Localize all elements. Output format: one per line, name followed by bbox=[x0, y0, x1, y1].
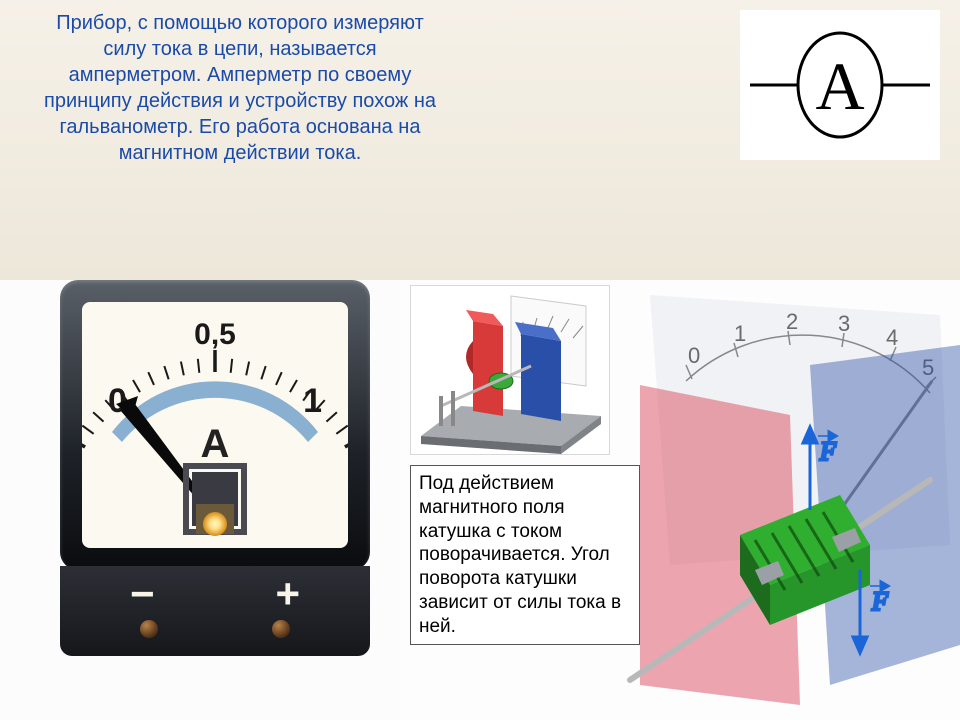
ammeter-case: 0 0,5 1 A bbox=[60, 280, 370, 570]
ammeter-base: − + bbox=[60, 566, 370, 656]
ammeter-unit: A bbox=[201, 422, 230, 466]
ammeter-dial-svg: 0 0,5 1 A bbox=[82, 302, 348, 548]
intro-text: Прибор, с помощью которого измеряют силу… bbox=[40, 10, 440, 166]
svg-text:0: 0 bbox=[688, 343, 700, 368]
mechanism-panel: Под действием магнитного поля катушка с … bbox=[400, 280, 960, 720]
terminal-neg-knob bbox=[140, 620, 158, 638]
svg-text:3: 3 bbox=[838, 311, 850, 336]
ammeter-dial-face: 0 0,5 1 A bbox=[82, 302, 348, 548]
svg-text:4: 4 bbox=[886, 325, 898, 350]
header-area: Прибор, с помощью которого измеряют силу… bbox=[0, 0, 960, 280]
big-3d-cutaway: 01 23 45 bbox=[600, 285, 960, 715]
ammeter-circuit-symbol: A bbox=[740, 10, 940, 160]
symbol-letter: A bbox=[815, 48, 864, 124]
svg-text:2: 2 bbox=[786, 309, 798, 334]
coil-window bbox=[186, 466, 244, 536]
terminal-neg-sign: − bbox=[130, 570, 155, 618]
symbol-svg: A bbox=[750, 25, 930, 145]
inset-3d-model bbox=[410, 285, 610, 455]
ammeter-device: 0 0,5 1 A bbox=[60, 280, 370, 656]
scale-max: 1 bbox=[303, 382, 322, 420]
svg-text:1: 1 bbox=[734, 321, 746, 346]
terminal-pos-sign: + bbox=[275, 570, 300, 618]
terminal-pos-knob bbox=[272, 620, 290, 638]
scale-mid: 0,5 bbox=[194, 318, 236, 351]
bottom-area: 0 0,5 1 A bbox=[0, 280, 960, 720]
